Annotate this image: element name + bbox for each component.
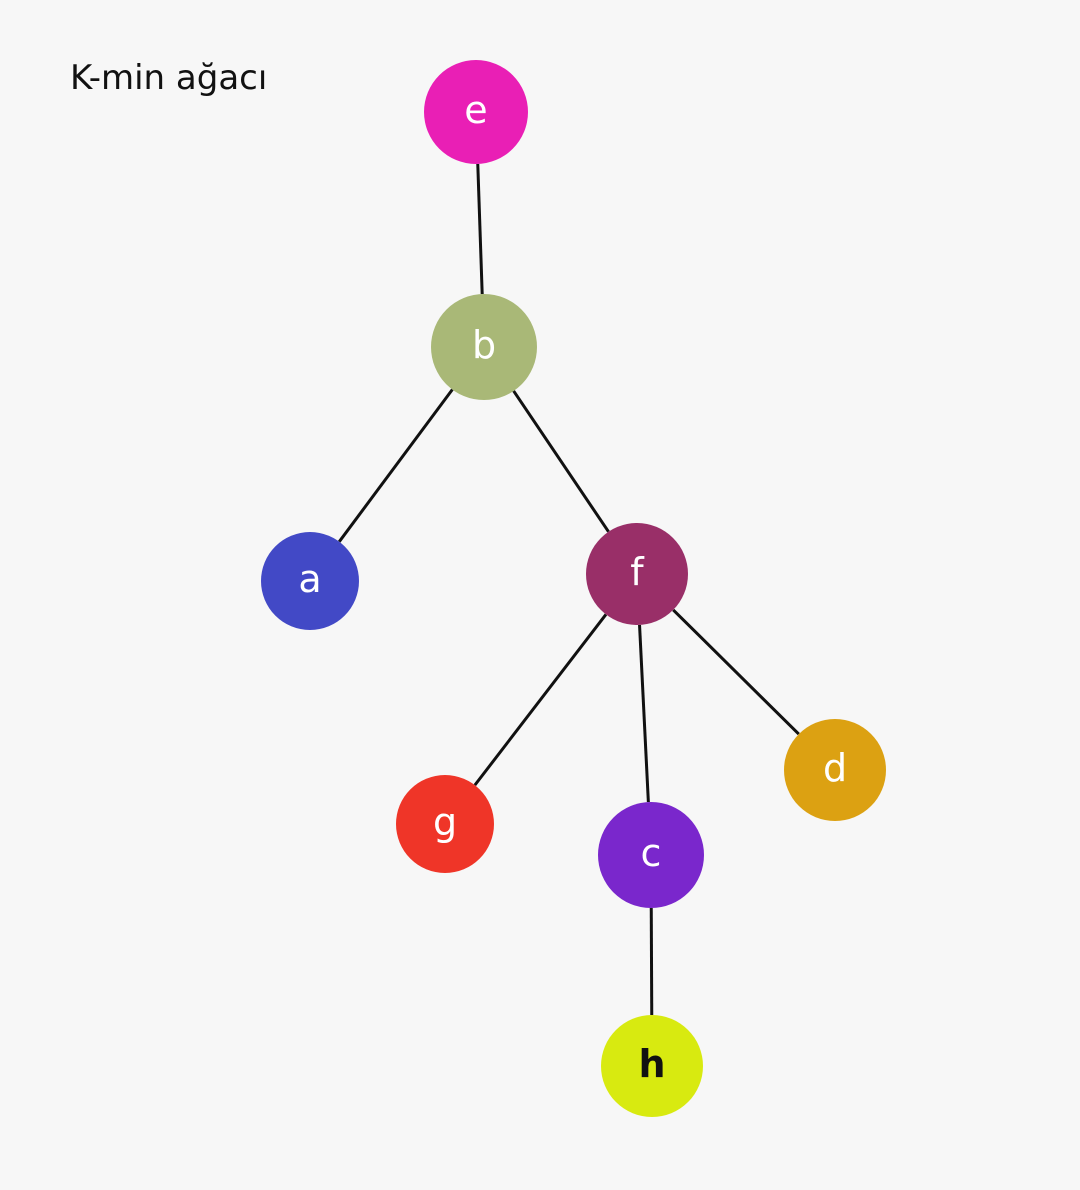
edge-f-d <box>672 608 800 736</box>
edge-e-b <box>476 163 484 295</box>
edges-group <box>338 163 800 1016</box>
node-circle-a <box>261 532 359 630</box>
edge-b-f <box>512 390 610 533</box>
node-b: b <box>431 294 537 400</box>
node-circle-c <box>598 802 704 908</box>
node-label-e: e <box>464 88 487 132</box>
node-label-c: c <box>641 831 662 875</box>
node-f: f <box>586 523 688 625</box>
diagram-title: K-min ağacı <box>70 58 268 98</box>
node-circle-h <box>601 1015 703 1117</box>
node-label-a: a <box>298 557 321 601</box>
node-c: c <box>598 802 704 908</box>
node-label-b: b <box>472 323 496 367</box>
node-d: d <box>784 719 886 821</box>
node-a: a <box>261 532 359 630</box>
node-g: g <box>396 775 494 873</box>
node-circle-e <box>424 60 528 164</box>
edge-c-h <box>649 907 654 1016</box>
node-label-g: g <box>433 800 457 844</box>
edge-f-c <box>638 624 650 803</box>
edge-f-g <box>473 613 608 787</box>
node-label-d: d <box>823 746 847 790</box>
edge-b-a <box>338 388 454 543</box>
node-label-h: h <box>638 1042 665 1086</box>
node-h: h <box>601 1015 703 1117</box>
node-label-f: f <box>630 550 645 594</box>
node-e: e <box>424 60 528 164</box>
node-circle-d <box>784 719 886 821</box>
nodes-group: e b a f g c d h <box>261 60 886 1117</box>
node-circle-b <box>431 294 537 400</box>
node-circle-g <box>396 775 494 873</box>
node-circle-f <box>586 523 688 625</box>
